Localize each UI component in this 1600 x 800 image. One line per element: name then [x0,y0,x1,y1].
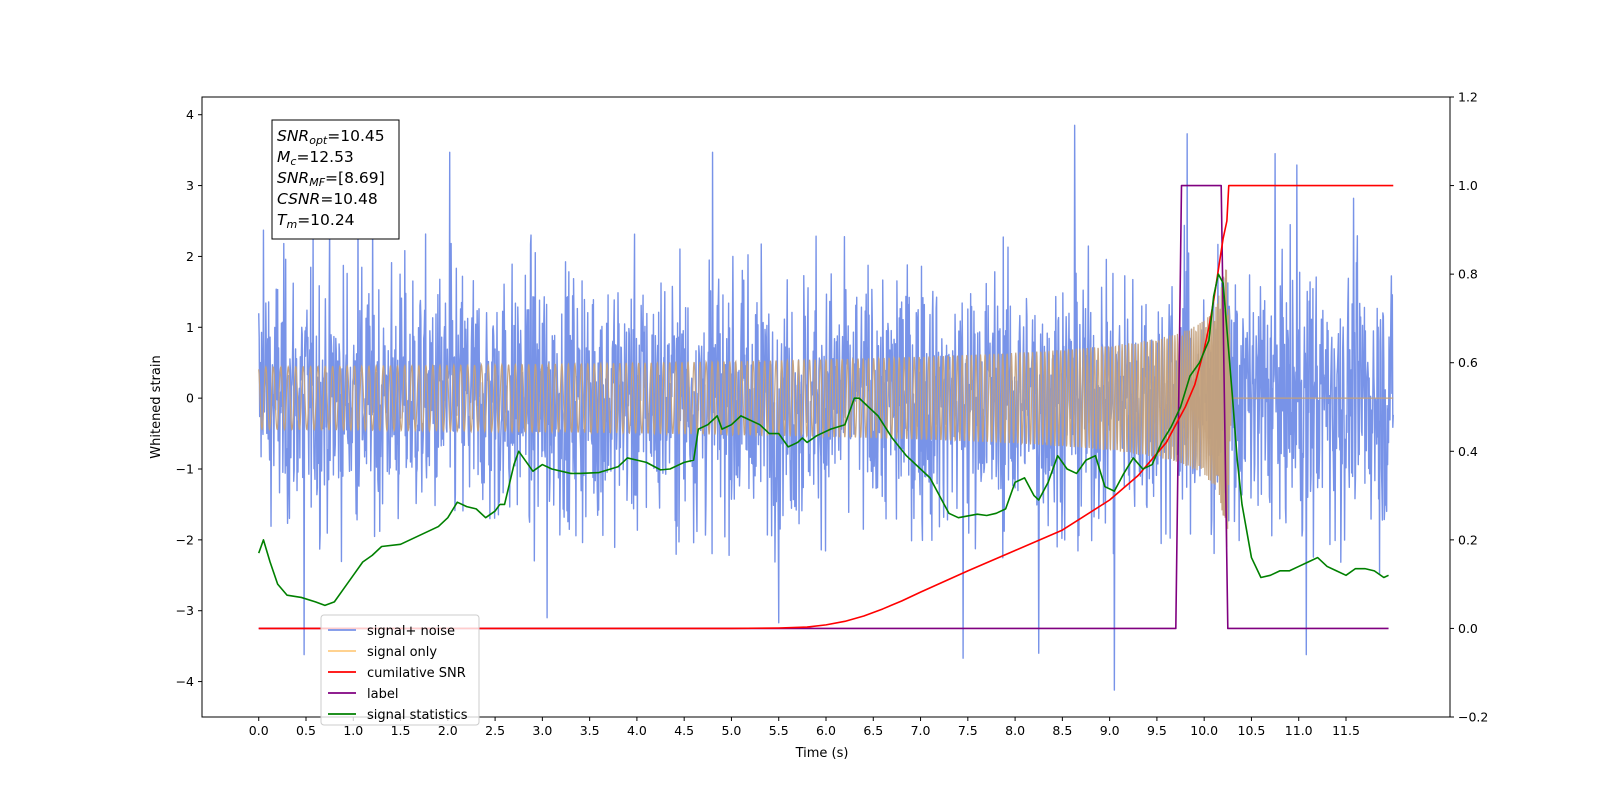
x-tick-label: 0.5 [296,723,316,738]
x-tick-label: 10.0 [1190,723,1218,738]
x-tick-label: 6.0 [816,723,836,738]
y-axis-title: Whitened strain [149,355,164,458]
y-tick-label: −1 [176,462,194,477]
y2-tick-label: −0.2 [1458,710,1488,725]
y2-tick-label: 0.4 [1458,444,1478,459]
y2-tick-label: 1.0 [1458,178,1478,193]
x-tick-label: 11.0 [1285,723,1313,738]
x-tick-label: 1.5 [391,723,411,738]
x-tick-label: 9.5 [1147,723,1167,738]
info-box: SNRopt=10.45Mc=12.53SNRMF=[8.69]CSNR=10.… [271,119,400,240]
x-axis-ticks: 0.0 0.5 1.0 1.5 2.0 2.5 3.0 3.5 4.0 4.5 5.0 5.5 6.0 6… [249,717,1360,738]
x-tick-label: 9.0 [1100,723,1120,738]
right-axis-series-layer [257,184,1394,630]
legend-frame [320,614,480,726]
series-signal-only [258,269,1394,547]
info-box-line: SNRopt=10.45 [277,127,385,147]
y-axis-ticks: −4 −3 −2 −1 0 1 2 3 4 [176,107,202,689]
x-tick-label: 3.5 [580,723,600,738]
y-tick-label: 3 [186,178,194,193]
x-tick-label: 1.0 [343,723,363,738]
x-tick-label: 6.5 [863,723,883,738]
y2-tick-label: 0.2 [1458,532,1478,547]
x-tick-label: 2.5 [485,723,505,738]
y-tick-label: −4 [176,674,194,689]
x-tick-label: 0.0 [249,723,269,738]
series-label [258,184,1389,630]
info-box-line: Mc=12.53 [277,148,354,168]
y-tick-label: 4 [186,107,194,122]
x-tick-label: 8.5 [1052,723,1072,738]
x-tick-label: 4.0 [627,723,647,738]
y-tick-label: −3 [176,603,194,618]
y-tick-label: 1 [186,320,194,335]
y2-tick-label: 1.2 [1458,90,1478,105]
legend-signal-only-label: signal only [367,645,437,660]
x-tick-label: 7.5 [958,723,978,738]
x-tick-label: 8.0 [1005,723,1025,738]
x-tick-label: 3.0 [532,723,552,738]
y-tick-label: −2 [176,532,194,547]
legend-signal-noise-label: signal+ noise [367,624,455,639]
info-box-line: SNRMF=[8.69] [277,169,385,189]
x-tick-label: 5.5 [769,723,789,738]
y-tick-label: 0 [186,391,194,406]
info-box-line: Tm=10.24 [277,211,355,231]
x-tick-label: 10.5 [1238,723,1266,738]
y2-axis-ticks: −0.2 0.0 0.2 0.4 0.6 0.8 1.0 1.2 [1450,90,1488,725]
y2-tick-label: 0.8 [1458,267,1478,282]
legend-signal-statistics-label: signal statistics [367,708,468,723]
series-cumulative-snr [258,184,1394,630]
signal-only-layer [258,269,1394,547]
x-tick-label: 5.0 [722,723,742,738]
x-tick-label: 2.0 [438,723,458,738]
x-tick-label: 4.5 [674,723,694,738]
x-axis-title: Time (s) [795,746,849,761]
x-tick-label: 11.5 [1332,723,1360,738]
info-box-line: CSNR=10.48 [277,190,378,208]
legend: signal+ noise signal only cumilative SNR la… [320,614,480,726]
info-box-frame [271,119,400,240]
x-tick-label: 7.0 [911,723,931,738]
y2-tick-label: 0.6 [1458,355,1478,370]
series-signal-statistics [257,273,1389,607]
y-tick-label: 2 [186,249,194,264]
legend-cumulative-snr-label: cumilative SNR [367,666,466,681]
y2-tick-label: 0.0 [1458,621,1478,636]
legend-label-label: label [367,687,398,702]
